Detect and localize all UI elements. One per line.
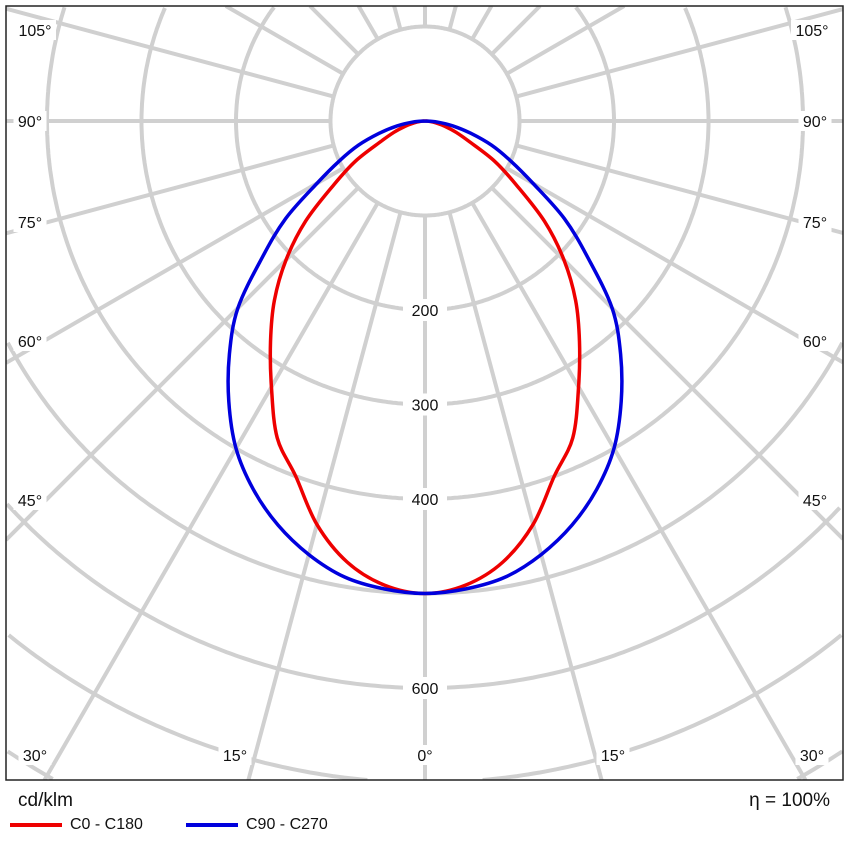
grid-spoke-45 (490, 186, 843, 541)
grid-spoke-240 (224, 6, 345, 76)
angle-label-left: 105° (18, 23, 51, 40)
grid-ring-300 (139, 7, 425, 407)
grid-spoke-285 (6, 143, 335, 236)
radial-tick-label: 200 (412, 303, 439, 320)
radial-tick-label: 600 (412, 681, 439, 698)
grid-ring-700 (7, 633, 368, 780)
grid-spoke-150 (470, 6, 494, 41)
grid-spoke-60 (505, 166, 843, 365)
grid-spoke-30 (470, 201, 808, 780)
grid-ring-400 (45, 6, 425, 501)
angle-label-left: 15° (223, 748, 247, 765)
angle-label-left: 45° (18, 493, 42, 510)
grid-ring-600 (425, 506, 842, 690)
angle-label-right: 90° (803, 114, 827, 131)
grid-spoke-225 (308, 6, 360, 56)
angle-label-bg (596, 745, 630, 765)
angle-label-left: 30° (23, 748, 47, 765)
angle-label-bg (798, 212, 832, 232)
angle-label-bg (13, 111, 47, 131)
angle-label-bg (14, 20, 56, 40)
angle-label-bg (798, 331, 832, 351)
legend-item-c90-c270: C90 - C270 (186, 816, 328, 834)
grid-spoke-105 (515, 7, 843, 99)
grid-ring-600 (6, 502, 425, 690)
grid-ring-500 (425, 341, 843, 596)
radial-tick-label: 400 (412, 492, 439, 509)
grid-ring-500 (6, 341, 425, 596)
tick-label-bg (403, 393, 447, 416)
efficiency-label: η = 100% (749, 790, 830, 811)
angle-label-bg (795, 745, 829, 765)
angle-label-bg (218, 745, 252, 765)
angle-label-bg (13, 331, 47, 351)
grid-ring-800 (796, 749, 843, 780)
grid-ring-800 (6, 749, 54, 780)
angle-label-bg (798, 490, 832, 510)
grid-spoke-210 (356, 6, 380, 41)
tick-label-bg (403, 299, 447, 321)
legend-swatch-blue (186, 823, 238, 827)
grid-spoke-135 (490, 6, 542, 56)
angle-label-left: 90° (18, 114, 42, 131)
angle-label-bg (13, 490, 47, 510)
grid-ring-200 (234, 6, 425, 312)
grid-spoke-165 (447, 6, 458, 31)
angle-label-right: 60° (803, 334, 827, 351)
grid-spoke-195 (392, 6, 403, 31)
grid-spoke-75 (515, 143, 843, 235)
grid-ring-200 (425, 6, 616, 312)
angle-label-left: 60° (18, 334, 42, 351)
radial-tick-labels: 200 300 400 600 (403, 299, 447, 699)
grid-spoke-315 (6, 186, 360, 542)
grid-spoke-330 (42, 201, 380, 780)
angle-label-right: 75° (803, 215, 827, 232)
intensity-curves (226, 119, 624, 596)
grid-spoke-15 (447, 211, 604, 780)
angle-label-right: 105° (795, 23, 828, 40)
legend-label: C0 - C180 (70, 816, 143, 833)
angle-label-bg (13, 212, 47, 232)
polar-grid (6, 6, 843, 780)
angle-labels: 105° 90° 75° 60° 45° 30° 15° 105° 90° 75° 60° 45° 30… (13, 20, 833, 765)
legend-item-c0-c180: C0 - C180 (10, 816, 143, 834)
unit-label: cd/klm (18, 790, 73, 811)
radial-tick-label: 300 (412, 398, 439, 415)
angle-label-bg (18, 745, 52, 765)
grid-spoke-120 (505, 6, 626, 76)
angle-label-right: 30° (800, 748, 824, 765)
grid-ring-700 (482, 633, 843, 780)
angle-label-left: 75° (18, 215, 42, 232)
tick-label-bg (403, 488, 447, 510)
legend-swatch-red (10, 823, 62, 827)
angle-label-center: 0° (417, 748, 432, 765)
grid-ring-300 (425, 7, 711, 407)
grid-spoke-345 (246, 211, 403, 780)
angle-label-right: 45° (803, 493, 827, 510)
angle-label-bg (413, 745, 437, 765)
angle-label-bg (798, 111, 832, 131)
angle-label-right: 15° (601, 748, 625, 765)
legend-label: C90 - C270 (246, 816, 328, 833)
tick-label-bg (403, 677, 447, 699)
angle-label-bg (791, 20, 833, 40)
grid-spoke-300 (6, 166, 345, 365)
grid-spoke-255 (6, 6, 335, 99)
grid-ring-400 (425, 6, 805, 501)
series-line-c90-c270 (226, 119, 624, 596)
plot-frame (5, 5, 844, 781)
